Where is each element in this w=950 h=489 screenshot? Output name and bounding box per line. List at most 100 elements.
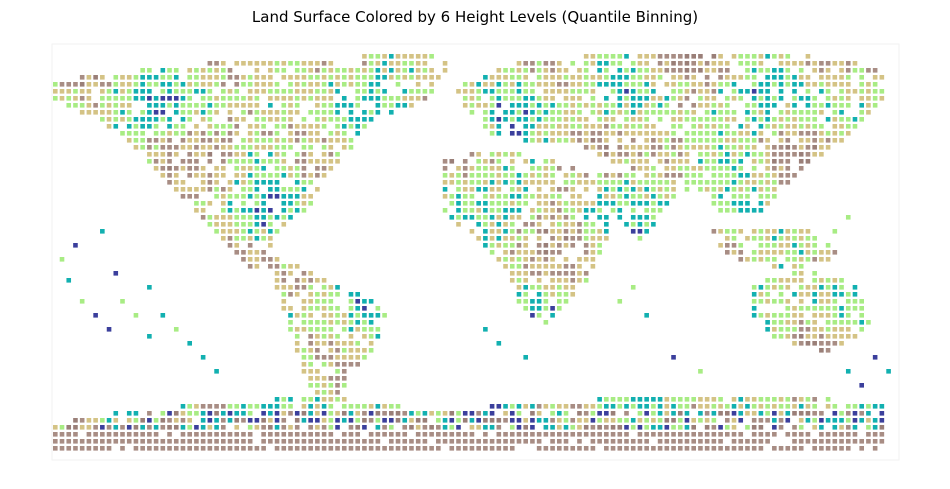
land-cell: [671, 446, 676, 451]
land-cell: [335, 292, 340, 297]
land-cell: [147, 103, 152, 108]
land-cell: [583, 208, 589, 213]
land-cell: [590, 222, 596, 227]
land-cell: [718, 425, 723, 430]
land-cell: [583, 180, 589, 185]
land-cell: [536, 222, 542, 227]
land-cell: [718, 411, 723, 416]
land-cell: [798, 327, 804, 332]
land-cell: [758, 229, 764, 234]
land-cell: [550, 264, 555, 269]
land-cell: [281, 187, 287, 192]
land-cell: [462, 194, 468, 199]
land-cell: [630, 138, 636, 143]
land-cell: [610, 89, 616, 94]
land-cell: [106, 89, 112, 94]
land-cell: [852, 299, 858, 304]
land-cell: [348, 138, 354, 143]
land-cell: [671, 68, 676, 73]
land-cell: [321, 145, 327, 150]
land-cell: [476, 425, 481, 430]
land-cell: [704, 131, 710, 136]
land-cell: [644, 397, 649, 402]
land-cell: [624, 173, 629, 178]
land-cell: [718, 432, 723, 437]
land-cell: [691, 418, 696, 423]
land-cell: [321, 383, 327, 388]
land-cell: [153, 152, 159, 157]
land-cell: [496, 173, 502, 178]
land-cell: [536, 166, 542, 171]
land-cell: [711, 166, 717, 171]
land-cell: [415, 425, 421, 430]
land-cell: [536, 313, 542, 318]
land-cell: [738, 138, 744, 143]
land-cell: [496, 243, 502, 248]
land-cell: [738, 96, 744, 101]
land-cell: [355, 404, 360, 409]
land-cell: [341, 404, 347, 409]
land-cell: [375, 306, 381, 311]
land-cell: [832, 306, 838, 311]
land-cell: [536, 103, 542, 108]
land-cell: [321, 299, 327, 304]
land-cell: [765, 236, 770, 241]
land-cell: [590, 145, 596, 150]
land-cell: [133, 411, 139, 416]
land-cell: [221, 152, 226, 157]
land-cell: [610, 411, 616, 416]
land-cell: [664, 103, 670, 108]
land-cell: [677, 110, 683, 115]
land-cell: [583, 243, 589, 248]
land-cell: [738, 159, 744, 164]
land-cell: [160, 138, 166, 143]
land-cell: [503, 208, 508, 213]
land-cell: [496, 201, 502, 206]
land-cell: [288, 145, 293, 150]
land-cell: [254, 117, 260, 122]
land-cell: [563, 131, 569, 136]
land-cell: [261, 250, 266, 255]
land-cell: [684, 145, 690, 150]
land-cell: [597, 243, 602, 248]
land-cell: [536, 187, 542, 192]
land-cell: [509, 82, 515, 87]
land-cell: [745, 152, 750, 157]
land-cell: [261, 89, 266, 94]
land-cell: [557, 75, 562, 80]
land-cell: [530, 194, 535, 199]
land-cell: [442, 439, 448, 444]
land-cell: [852, 68, 858, 73]
land-cell: [456, 208, 461, 213]
land-cell: [389, 432, 394, 437]
land-cell: [362, 299, 367, 304]
land-cell: [758, 138, 764, 143]
land-cell: [503, 432, 508, 437]
land-cell: [288, 96, 293, 101]
land-cell: [436, 425, 441, 430]
land-cell: [254, 404, 260, 409]
land-cell: [328, 334, 334, 339]
land-cell: [321, 404, 327, 409]
land-cell: [247, 103, 253, 108]
land-cell: [308, 362, 313, 367]
land-cell: [133, 82, 139, 87]
land-cell: [180, 124, 186, 129]
land-cell: [79, 446, 85, 451]
land-cell: [288, 124, 293, 129]
land-cell: [563, 187, 569, 192]
land-cell: [106, 439, 112, 444]
land-cell: [583, 138, 589, 143]
land-cell: [772, 397, 777, 402]
land-cell: [651, 82, 656, 87]
land-cell: [845, 369, 851, 374]
land-cell: [281, 425, 287, 430]
land-cell: [194, 411, 199, 416]
land-cell: [778, 117, 784, 122]
land-cell: [731, 432, 737, 437]
land-cell: [241, 222, 246, 227]
land-cell: [489, 439, 495, 444]
land-cell: [160, 117, 166, 122]
land-cell: [570, 215, 576, 220]
land-cell: [577, 173, 582, 178]
